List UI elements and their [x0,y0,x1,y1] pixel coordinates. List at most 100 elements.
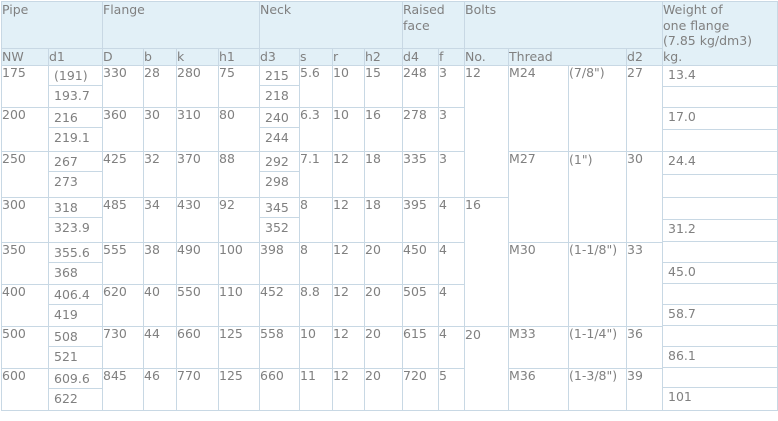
table-row: 250 267 273 425 32 370 88 292 298 7.1 12… [1,150,778,243]
cell-f: 3 [438,64,466,108]
table-row: 200 216 219.1 360 30 310 80 240 244 6.3 … [1,106,778,152]
cell-d1-lower: 622 [54,391,78,406]
cell-s: 5.6 [299,64,333,108]
group-header-flange: Flange [102,1,260,49]
cell-k: 490 [176,241,219,285]
weight-value: 24.4 [663,152,778,175]
cell-d3-lower: 218 [265,88,289,103]
weight-line3: (7.85 kg/dm3) [663,33,753,49]
cell-s: 6.3 [299,106,333,152]
weight-value: 101 [668,388,692,404]
cell-d4: 505 [402,283,440,327]
cell-f: 4 [438,325,466,369]
table-row: 500 508 521 730 44 660 125 558 10 12 20 … [1,325,778,411]
weight-value: 13.4 [663,66,778,87]
cell-d1: 355.6 368 [48,241,103,285]
cell-b: 46 [143,367,177,411]
cell-h1: 92 [218,196,260,243]
cell-d1-upper: 355.6 [49,243,102,263]
col-header-d2: d2 [626,48,664,66]
col-header-bolt-no: No. [464,48,510,66]
cell-nw: 175 [1,64,49,108]
cell-h1: 125 [218,325,260,369]
flange-dimensions-table: Pipe Flange Neck Raised face Bolts Weight… [1,1,778,411]
table-body: 175 (191) 193.7 330 28 280 75 215 218 5.… [1,64,778,411]
cell-d1: 318 323.9 [48,196,103,243]
cell-thread-imperial: (1") [568,150,628,243]
cell-f: 4 [438,283,466,327]
table-row: 350 355.6 368 555 38 490 100 398 8 12 20… [1,241,778,327]
cell-k: 430 [176,196,219,243]
cell-r: 12 [332,283,365,327]
cell-nw: 600 [1,367,49,411]
cell-d3-lower: 244 [265,130,289,145]
weight-value: 58.7 [663,305,778,326]
cell-r: 10 [332,64,365,108]
cell-r: 12 [332,150,365,198]
split-pair: 292 298 [260,152,299,192]
cell-bolt-count: 16 [464,196,510,327]
split-pair: 609.6 622 [49,369,102,409]
cell-d1-lower: 193.7 [54,88,90,103]
cell-d1-upper: 267 [49,152,102,172]
cell-d2: 30 [626,150,664,243]
cell-d4: 395 [402,196,440,243]
cell-h2: 20 [363,325,404,369]
weight-value: 31.2 [663,220,778,242]
weight-value: 86.1 [663,347,778,368]
table-row: 175 (191) 193.7 330 28 280 75 215 218 5.… [1,64,778,411]
cell-d1: 216 219.1 [48,106,103,152]
cell-d1-lower: 273 [54,174,78,189]
cell-f: 3 [438,150,466,198]
cell-h2: 16 [363,106,404,152]
cell-d4: 248 [402,64,440,108]
cell-h2: 18 [363,150,404,198]
cell-h1: 110 [218,283,260,327]
group-header-neck: Neck [258,1,404,49]
cell-d3: 292 298 [259,150,300,198]
cell-d1-upper: 318 [49,198,102,218]
cell-thread-metric: M33 [508,325,570,369]
weight-unit: kg. [663,48,683,64]
table-row: 400 406.4 419 620 40 550 110 452 8.8 12 … [1,283,778,327]
cell-d3-upper: 240 [260,108,299,128]
cell-f: 5 [438,367,466,411]
cell-thread-metric: M24 [508,64,570,152]
split-pair: 240 244 [260,108,299,148]
cell-h1: 80 [218,106,260,152]
cell-thread-imperial: (1-1/8") [568,241,628,327]
split-pair: 318 323.9 [49,198,102,238]
cell-d1: 406.4 419 [48,283,103,327]
cell-d3-upper: 345 [260,198,299,218]
cell-h1: 88 [218,150,260,198]
cell-k: 550 [176,283,219,327]
cell-thread-metric: M36 [508,367,570,411]
col-header-b: b [143,48,177,66]
cell-s: 8 [299,196,333,243]
cell-thread-metric: M30 [508,241,570,327]
cell-f: 3 [438,106,466,152]
cell-d1-lower: 219.1 [54,130,90,145]
cell-h1: 125 [218,367,260,411]
cell-d3-upper: 215 [260,66,299,86]
col-header-nw: NW [1,48,49,66]
cell-nw: 350 [1,241,49,285]
split-pair: 355.6 368 [49,243,102,283]
cell-r: 12 [332,241,365,285]
weight-spacer [663,326,778,347]
cell-r: 10 [332,106,365,152]
weight-spacer [663,175,778,198]
cell-d3-lower: 298 [265,174,289,189]
split-pair: 508 521 [49,327,102,367]
cell-b: 32 [143,150,177,198]
cell-d3: 398 [259,241,300,285]
weight-line2: one flange [663,17,730,33]
cell-D: 330 [102,64,144,108]
cell-d4: 720 [402,367,440,411]
cell-k: 770 [176,367,219,411]
cell-d1-upper: 406.4 [49,285,102,305]
group-header-raised-face: Raised face [402,1,466,49]
split-pair: (191) 193.7 [49,66,102,106]
cell-d1: 267 273 [48,150,103,198]
